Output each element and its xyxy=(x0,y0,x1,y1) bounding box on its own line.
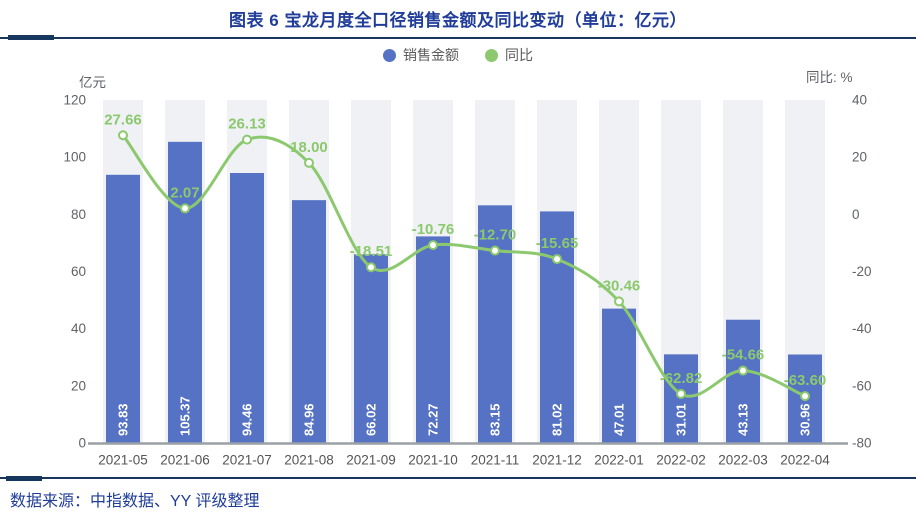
right-axis-tick-label: 0 xyxy=(852,207,860,222)
left-axis-title: 亿元 xyxy=(79,75,106,90)
x-axis-label: 2022-02 xyxy=(656,453,706,468)
left-axis-tick-label: 100 xyxy=(63,150,86,165)
right-axis-tick-label: 40 xyxy=(852,93,867,108)
x-axis-label: 2021-09 xyxy=(346,453,396,468)
sales-bar xyxy=(602,308,636,443)
right-axis-tick-label: -60 xyxy=(852,378,872,393)
sales-bar xyxy=(540,211,574,443)
sales-bar xyxy=(726,319,760,443)
bar-value-label: 81.02 xyxy=(550,403,565,436)
footer-divider xyxy=(0,477,916,479)
yoy-point xyxy=(800,391,810,402)
legend-dot-sales xyxy=(383,48,396,62)
right-axis-tick-label: -40 xyxy=(852,321,872,336)
right-axis-tick-label: -20 xyxy=(852,264,872,279)
legend-label-sales: 销售金额 xyxy=(403,47,459,63)
sales-bar xyxy=(478,205,512,443)
sales-bar xyxy=(292,200,326,443)
yoy-point xyxy=(242,134,252,145)
yoy-value-label: 18.00 xyxy=(290,139,328,156)
sales-bar xyxy=(106,174,140,443)
sales-bar xyxy=(168,141,202,443)
yoy-point xyxy=(428,240,438,251)
x-axis-label: 2022-01 xyxy=(594,453,644,468)
x-axis-label: 2021-11 xyxy=(471,453,520,468)
x-axis-label: 2022-04 xyxy=(780,453,830,468)
bar-value-label: 105.37 xyxy=(178,396,193,436)
x-axis-label: 2021-08 xyxy=(284,453,334,468)
bar-value-label: 83.15 xyxy=(488,403,503,436)
title-divider xyxy=(0,37,916,39)
right-axis-title: 同比: % xyxy=(806,70,853,85)
yoy-value-label: 27.66 xyxy=(104,111,142,128)
sales-bar xyxy=(230,173,264,443)
yoy-line xyxy=(121,133,807,398)
x-axis-label: 2021-06 xyxy=(160,453,210,468)
left-axis-tick-label: 40 xyxy=(71,321,86,336)
bar-value-label: 31.01 xyxy=(674,403,689,436)
bar-value-label: 93.83 xyxy=(116,403,131,436)
right-axis-tick-label: 20 xyxy=(852,150,867,165)
bar-value-label: 72.27 xyxy=(426,403,441,436)
bar-value-label: 84.96 xyxy=(302,403,317,436)
x-axis-label: 2021-07 xyxy=(222,453,272,468)
footer-divider-accent xyxy=(6,476,42,481)
yoy-point xyxy=(490,245,500,256)
bar-value-label: 43.13 xyxy=(736,403,751,436)
left-axis-tick-label: 60 xyxy=(71,264,86,279)
x-axis-label: 2021-05 xyxy=(98,453,148,468)
legend-dot-yoy xyxy=(485,48,498,62)
bar-value-label: 66.02 xyxy=(364,403,379,436)
yoy-value-label: -63.60 xyxy=(784,372,827,389)
bar-value-label: 94.46 xyxy=(240,403,255,436)
bar-value-label: 47.01 xyxy=(612,403,627,436)
x-axis-label: 2022-03 xyxy=(718,453,768,468)
yoy-value-label: -10.76 xyxy=(412,221,455,238)
yoy-value-label: -15.65 xyxy=(536,235,579,252)
bar-value-label: 30.96 xyxy=(798,403,813,436)
left-axis-tick-label: 20 xyxy=(71,378,86,393)
yoy-value-label: -62.82 xyxy=(660,370,703,387)
legend-item-yoy: 同比 xyxy=(485,45,533,65)
yoy-value-label: 2.07 xyxy=(170,184,199,201)
legend-item-sales: 销售金额 xyxy=(383,45,459,65)
left-axis-tick-label: 0 xyxy=(78,436,86,451)
yoy-value-label: -54.66 xyxy=(722,347,765,364)
yoy-value-label: -12.70 xyxy=(474,227,517,244)
yoy-point xyxy=(614,296,624,307)
yoy-point xyxy=(180,203,190,214)
yoy-point xyxy=(738,365,748,376)
sales-bar xyxy=(354,254,388,443)
yoy-point xyxy=(366,262,376,273)
legend-label-yoy: 同比 xyxy=(505,47,533,63)
left-axis-tick-label: 80 xyxy=(71,207,86,222)
right-axis-tick-label: -80 xyxy=(852,436,872,451)
chart-legend: 销售金额 同比 xyxy=(0,45,916,65)
sales-bar xyxy=(416,236,450,443)
yoy-point xyxy=(676,388,686,399)
title-divider-accent xyxy=(8,35,54,40)
yoy-value-label: -30.46 xyxy=(598,277,641,294)
figure-title: 图表 6 宝龙月度全口径销售金额及同比变动（单位：亿元） xyxy=(229,11,687,30)
x-axis-label: 2021-12 xyxy=(532,453,582,468)
data-source: 数据来源：中指数据、YY 评级整理 xyxy=(10,493,260,510)
yoy-point xyxy=(304,157,314,168)
yoy-value-label: 26.13 xyxy=(228,116,266,133)
left-axis-tick-label: 120 xyxy=(63,93,86,108)
x-axis-label: 2021-10 xyxy=(408,453,458,468)
yoy-point xyxy=(552,254,562,265)
yoy-value-label: -18.51 xyxy=(350,243,393,260)
yoy-point xyxy=(118,130,128,141)
